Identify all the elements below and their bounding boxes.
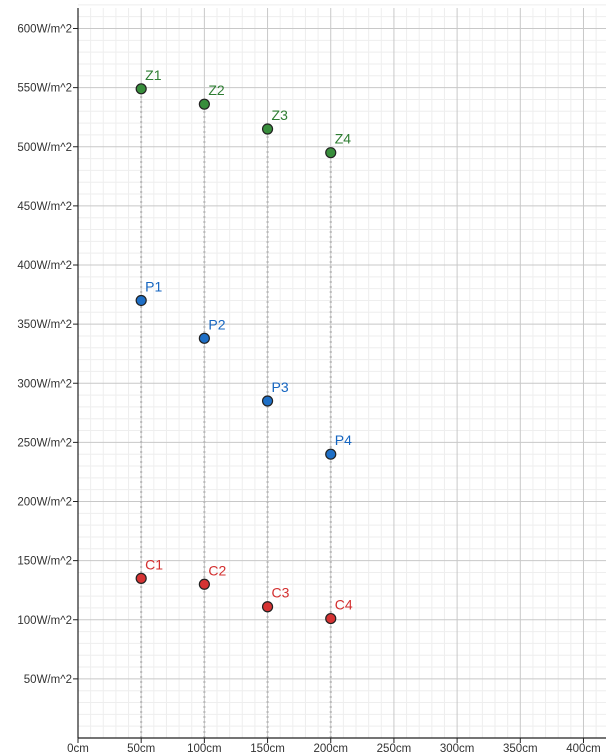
x-tick-label: 150cm: [250, 743, 285, 753]
point-label-c4: C4: [335, 597, 353, 613]
y-tick-label: 150W/m^2: [17, 556, 72, 568]
point-label-z3: Z3: [272, 107, 289, 123]
y-tick-label: 500W/m^2: [17, 142, 72, 154]
point-label-c1: C1: [145, 556, 163, 572]
y-tick-label: 600W/m^2: [17, 24, 72, 36]
data-point-z3: [261, 123, 274, 135]
x-tick-label: 350cm: [503, 743, 538, 753]
y-tick-label: 400W/m^2: [17, 260, 72, 272]
y-tick-label: 300W/m^2: [17, 378, 72, 390]
data-point-p1: [135, 294, 147, 307]
data-point-z1: [135, 83, 147, 95]
y-tick-label: 550W/m^2: [17, 83, 72, 95]
data-point-c3: [261, 601, 274, 613]
data-point-z2: [198, 98, 210, 110]
y-tick-label: 100W/m^2: [17, 615, 72, 627]
point-label-p1: P1: [145, 278, 162, 294]
point-label-z2: Z2: [208, 82, 225, 98]
axes: [73, 8, 606, 743]
x-tick-label: 50cm: [127, 743, 155, 753]
data-point-p3: [261, 395, 274, 407]
tick-labels: 0cm 50cm 100cm 150cm 200cm 250cm 300cm 350cm 400…: [17, 24, 600, 753]
x-tick-label: 100cm: [187, 743, 222, 753]
y-tick-label: 200W/m^2: [17, 497, 72, 509]
major-grid: [78, 8, 606, 738]
data-point-c1: [135, 572, 147, 584]
data-point-p4: [325, 448, 337, 460]
point-label-c2: C2: [208, 562, 226, 578]
point-label-p2: P2: [208, 316, 225, 332]
y-tick-label: 350W/m^2: [17, 319, 72, 331]
point-label-z4: Z4: [335, 131, 352, 147]
vertical-guides: [140, 88, 332, 738]
data-point-c2: [198, 578, 210, 590]
minor-grid: [78, 4, 606, 738]
data-point-z4: [325, 147, 337, 159]
x-tick-label: 0cm: [67, 743, 89, 753]
data-point-c4: [325, 612, 337, 625]
x-tick-label: 400cm: [566, 743, 601, 753]
point-label-z1: Z1: [145, 67, 162, 83]
y-tick-label: 250W/m^2: [17, 437, 72, 449]
x-tick-label: 300cm: [440, 743, 475, 753]
y-tick-label: 50W/m^2: [24, 674, 72, 686]
point-label-p3: P3: [272, 379, 289, 395]
y-tick-label: 450W/m^2: [17, 201, 72, 213]
x-tick-label: 250cm: [377, 743, 412, 753]
x-tick-label: 200cm: [313, 743, 348, 753]
data-point-p2: [198, 332, 210, 344]
point-label-p4: P4: [335, 432, 352, 448]
point-label-c3: C3: [272, 585, 290, 601]
data-points: Z1 Z2 Z3 Z4 P1 P2 P3 P4 C1 C2 C3 C4: [135, 67, 353, 625]
